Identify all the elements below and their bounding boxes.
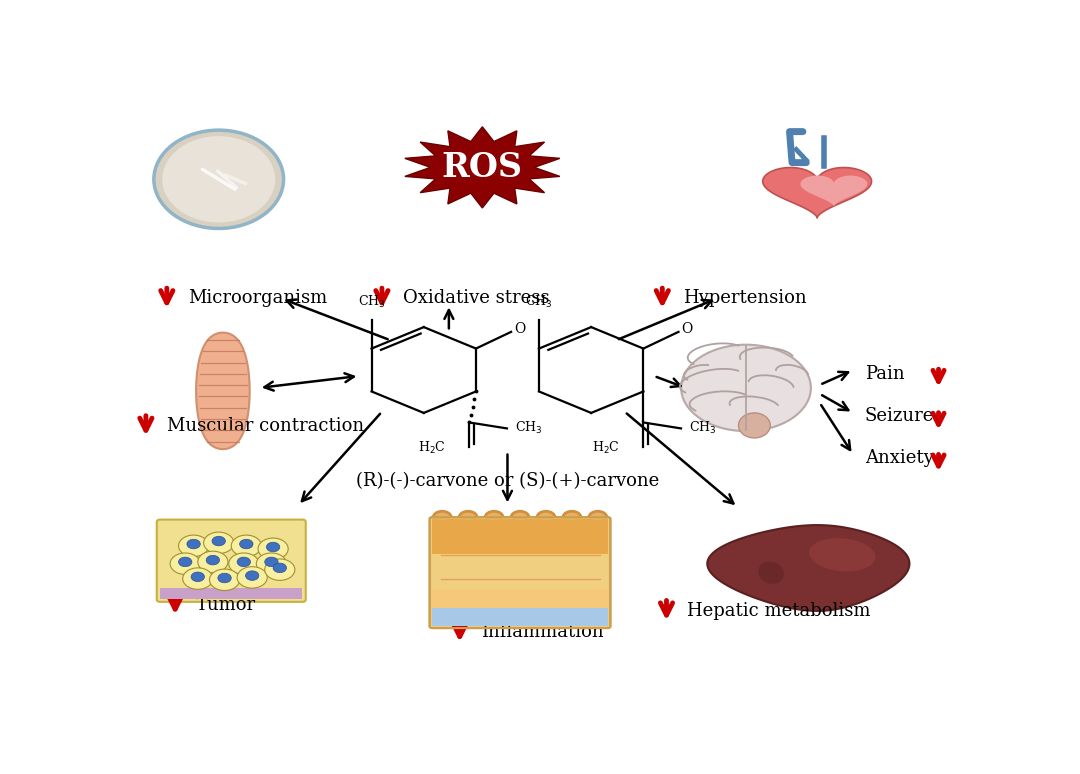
FancyBboxPatch shape — [432, 608, 608, 626]
Text: Seizure: Seizure — [865, 407, 934, 425]
Text: Muscular contraction: Muscular contraction — [166, 417, 364, 435]
Text: O: O — [514, 323, 525, 337]
Circle shape — [273, 563, 286, 573]
Ellipse shape — [589, 512, 607, 520]
Ellipse shape — [153, 130, 284, 228]
FancyBboxPatch shape — [160, 587, 302, 599]
Circle shape — [256, 553, 286, 574]
Circle shape — [212, 536, 226, 546]
Ellipse shape — [739, 413, 770, 438]
Polygon shape — [762, 167, 872, 217]
FancyBboxPatch shape — [157, 519, 306, 602]
Text: Oxidative stress: Oxidative stress — [403, 289, 550, 307]
Text: CH$_3$: CH$_3$ — [515, 420, 543, 437]
Text: CH$_3$: CH$_3$ — [525, 294, 553, 310]
Circle shape — [245, 571, 259, 580]
Text: CH$_3$: CH$_3$ — [689, 420, 717, 437]
Circle shape — [191, 572, 204, 581]
Text: Pain: Pain — [865, 365, 904, 383]
Text: Inflammation: Inflammation — [481, 623, 604, 641]
Polygon shape — [197, 333, 249, 449]
Polygon shape — [800, 176, 867, 207]
FancyBboxPatch shape — [432, 554, 608, 589]
Ellipse shape — [459, 512, 477, 520]
Circle shape — [178, 557, 192, 567]
Ellipse shape — [537, 512, 555, 520]
Polygon shape — [405, 127, 559, 208]
Circle shape — [187, 539, 200, 549]
Circle shape — [183, 568, 213, 589]
Polygon shape — [707, 525, 909, 611]
Ellipse shape — [485, 512, 503, 520]
Text: Hypertension: Hypertension — [684, 289, 807, 307]
Text: Tumor: Tumor — [197, 596, 256, 614]
Text: H$_2$C: H$_2$C — [418, 440, 446, 456]
Circle shape — [240, 539, 253, 549]
Circle shape — [210, 569, 240, 591]
Text: CH$_3$: CH$_3$ — [357, 294, 386, 310]
Circle shape — [265, 557, 279, 567]
Circle shape — [238, 557, 251, 567]
Ellipse shape — [511, 512, 529, 520]
Circle shape — [206, 556, 219, 565]
Text: Microorganism: Microorganism — [188, 289, 327, 307]
Text: Hepatic metabolism: Hepatic metabolism — [688, 602, 870, 620]
Circle shape — [204, 532, 233, 553]
Text: (R)-(-)-carvone or (S)-(+)-carvone: (R)-(-)-carvone or (S)-(+)-carvone — [355, 472, 659, 491]
Circle shape — [171, 553, 200, 574]
Ellipse shape — [758, 561, 784, 584]
Ellipse shape — [433, 512, 451, 520]
Ellipse shape — [809, 538, 876, 571]
Text: ROS: ROS — [442, 151, 523, 184]
FancyBboxPatch shape — [432, 519, 608, 554]
Circle shape — [198, 551, 228, 573]
Text: Anxiety: Anxiety — [865, 449, 933, 467]
Circle shape — [178, 535, 208, 557]
Text: O: O — [681, 323, 692, 337]
Circle shape — [238, 567, 267, 588]
Ellipse shape — [162, 136, 275, 222]
FancyBboxPatch shape — [430, 517, 610, 628]
Circle shape — [231, 535, 261, 557]
Ellipse shape — [563, 512, 581, 520]
Circle shape — [267, 543, 280, 552]
Circle shape — [229, 553, 259, 574]
Text: H$_2$C: H$_2$C — [592, 440, 620, 456]
Circle shape — [218, 574, 231, 583]
Ellipse shape — [681, 344, 811, 431]
Circle shape — [258, 538, 288, 560]
Circle shape — [265, 559, 295, 580]
